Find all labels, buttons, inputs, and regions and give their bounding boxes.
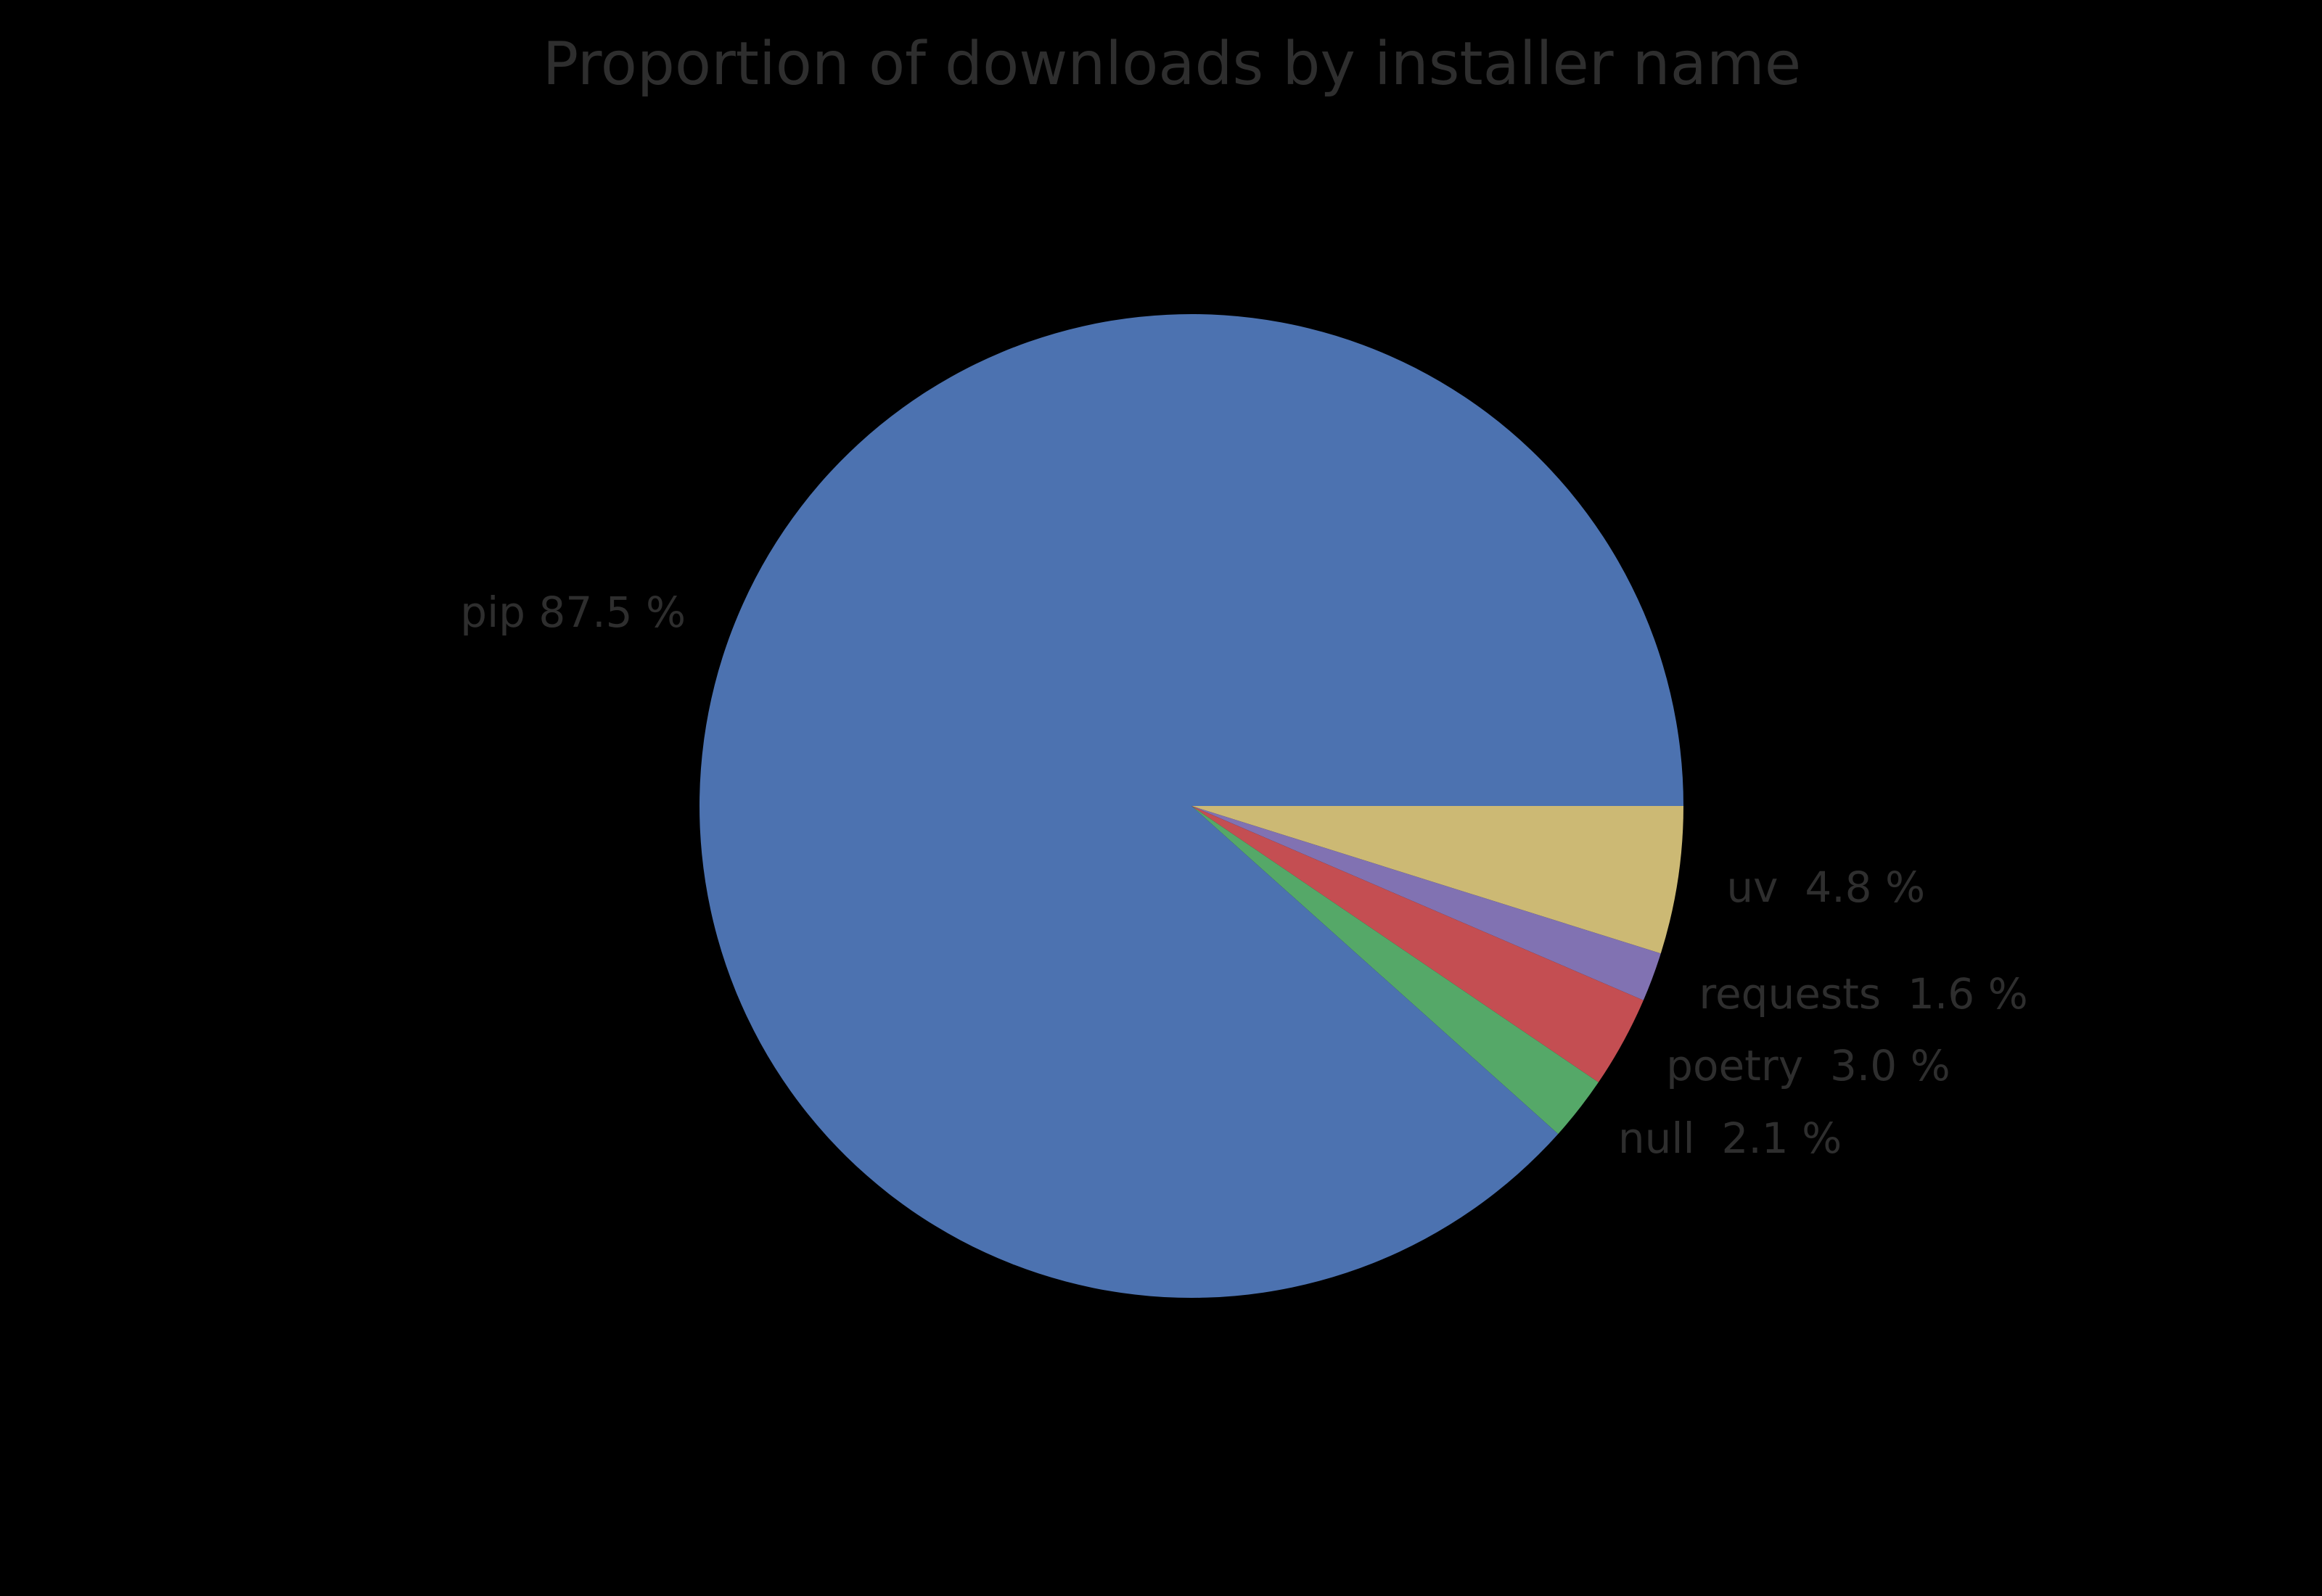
pie-slice-poetry xyxy=(1191,806,1644,1082)
pie-slice-pip xyxy=(699,314,1683,1299)
slice-label-poetry: poetry 3.0 % xyxy=(1666,1040,1950,1090)
pie-slice-requests xyxy=(1191,806,1661,1000)
slice-label-requests: requests 1.6 % xyxy=(1699,968,2028,1019)
pie-slice-null xyxy=(1191,806,1599,1135)
chart-title: Proportion of downloads by installer nam… xyxy=(542,30,1802,99)
pie-slice-uv xyxy=(1191,806,1683,954)
slice-label-pip: pip 87.5 % xyxy=(460,587,686,637)
slice-label-uv: uv 4.8 % xyxy=(1726,863,1926,913)
slice-label-null: null 2.1 % xyxy=(1617,1114,1842,1164)
